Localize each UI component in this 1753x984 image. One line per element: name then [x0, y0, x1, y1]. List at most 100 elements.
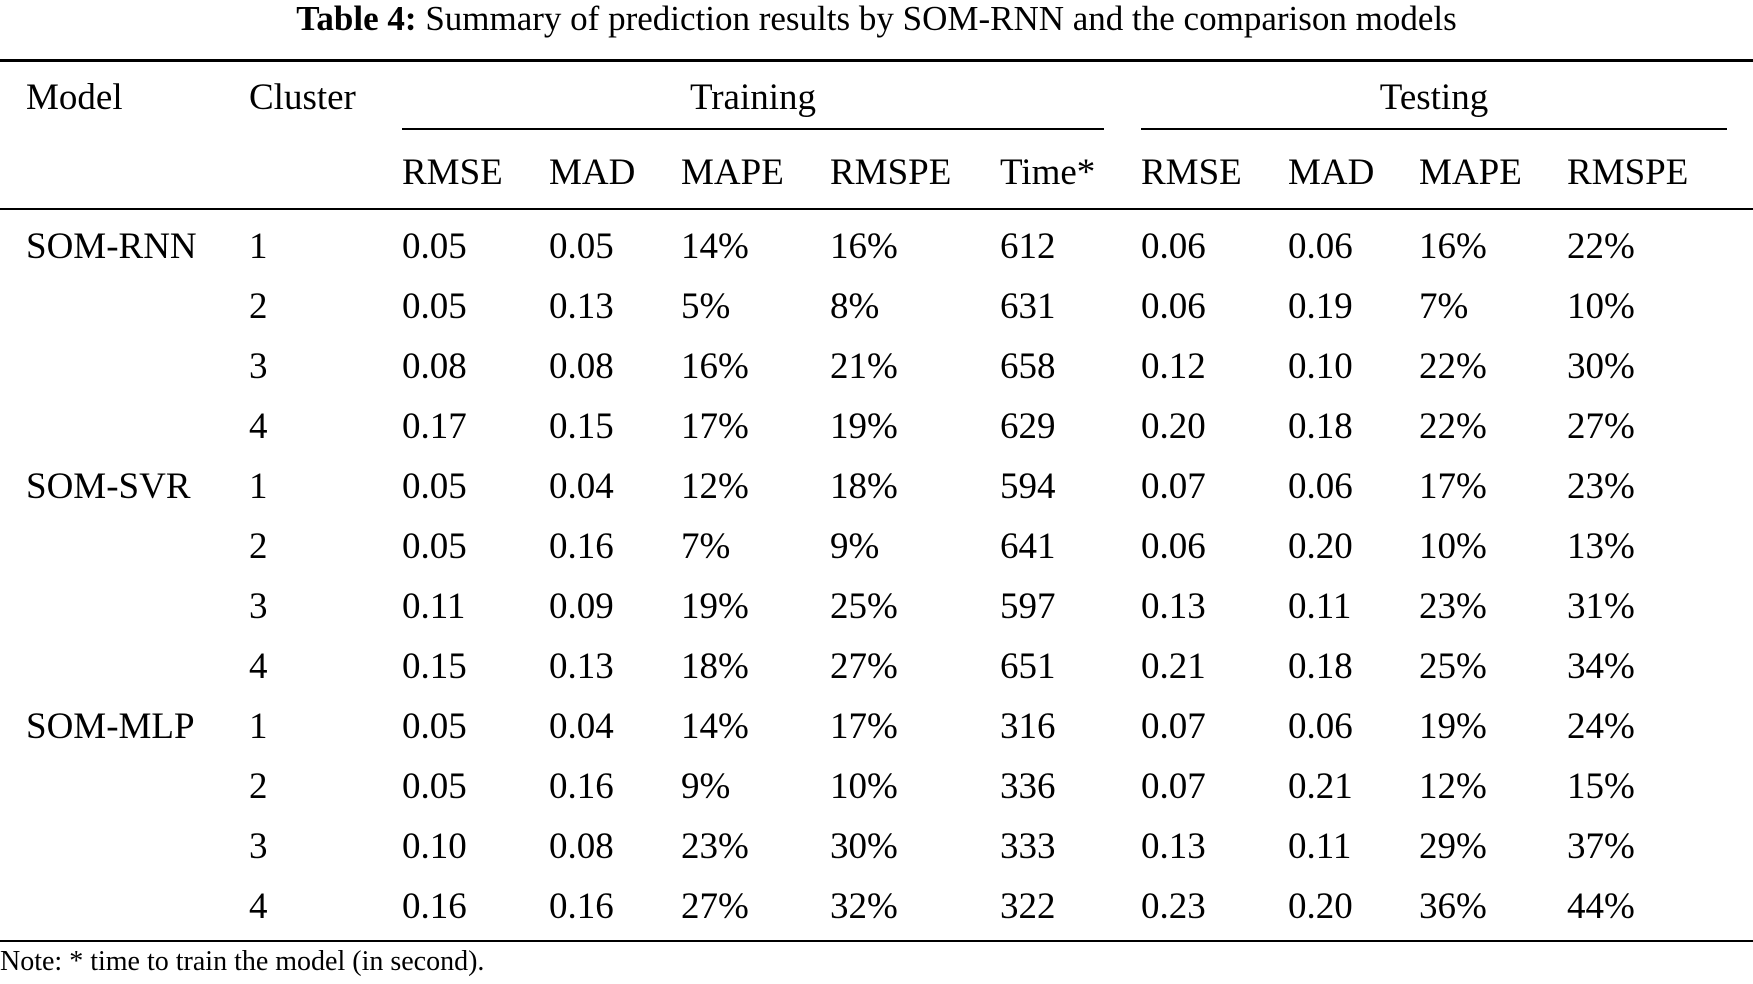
testing-underline: [1141, 128, 1727, 130]
testing-cell: 17%: [1419, 466, 1487, 507]
cluster-cell: 3: [249, 826, 268, 867]
training-cell: 0.16: [402, 886, 467, 927]
testing-cell: 0.07: [1141, 766, 1206, 807]
caption-label: Table 4:: [296, 0, 417, 38]
training-cell: 7%: [681, 526, 731, 567]
testing-cell: 10%: [1567, 286, 1635, 327]
testing-cell: 30%: [1567, 346, 1635, 387]
subheader-training-0: RMSE: [402, 152, 503, 193]
testing-cell: 0.11: [1288, 586, 1352, 627]
training-cell: 336: [1000, 766, 1056, 807]
testing-cell: 24%: [1567, 706, 1635, 747]
testing-cell: 0.18: [1288, 646, 1353, 687]
training-cell: 19%: [681, 586, 749, 627]
testing-cell: 0.13: [1141, 586, 1206, 627]
subheader-training-1: MAD: [549, 152, 636, 193]
testing-cell: 0.21: [1288, 766, 1353, 807]
testing-cell: 44%: [1567, 886, 1635, 927]
testing-cell: 31%: [1567, 586, 1635, 627]
top-rule: [0, 59, 1753, 62]
testing-cell: 0.19: [1288, 286, 1353, 327]
testing-cell: 23%: [1567, 466, 1635, 507]
training-cell: 0.04: [549, 706, 614, 747]
training-cell: 17%: [681, 406, 749, 447]
training-cell: 32%: [830, 886, 898, 927]
cluster-cell: 1: [249, 226, 268, 267]
training-cell: 0.17: [402, 406, 467, 447]
subheader-testing-3: RMSPE: [1567, 152, 1689, 193]
training-cell: 10%: [830, 766, 898, 807]
testing-cell: 34%: [1567, 646, 1635, 687]
testing-cell: 0.06: [1288, 226, 1353, 267]
training-cell: 19%: [830, 406, 898, 447]
testing-cell: 0.10: [1288, 346, 1353, 387]
testing-cell: 22%: [1567, 226, 1635, 267]
cluster-cell: 1: [249, 706, 268, 747]
cluster-cell: 2: [249, 526, 268, 567]
testing-cell: 0.11: [1288, 826, 1352, 867]
cluster-cell: 1: [249, 466, 268, 507]
training-cell: 23%: [681, 826, 749, 867]
training-cell: 0.05: [549, 226, 614, 267]
training-cell: 0.05: [402, 706, 467, 747]
testing-cell: 25%: [1419, 646, 1487, 687]
subheader-testing-1: MAD: [1288, 152, 1375, 193]
training-cell: 0.11: [402, 586, 466, 627]
testing-cell: 0.20: [1288, 886, 1353, 927]
training-cell: 17%: [830, 706, 898, 747]
training-cell: 0.15: [549, 406, 614, 447]
testing-cell: 0.06: [1141, 526, 1206, 567]
training-cell: 631: [1000, 286, 1056, 327]
testing-cell: 0.20: [1288, 526, 1353, 567]
header-model: Model: [26, 77, 123, 118]
training-cell: 18%: [681, 646, 749, 687]
training-cell: 0.08: [549, 826, 614, 867]
header-cluster: Cluster: [249, 77, 356, 118]
training-cell: 612: [1000, 226, 1056, 267]
testing-cell: 0.18: [1288, 406, 1353, 447]
testing-cell: 22%: [1419, 346, 1487, 387]
testing-cell: 15%: [1567, 766, 1635, 807]
testing-cell: 0.23: [1141, 886, 1206, 927]
cluster-cell: 4: [249, 646, 268, 687]
training-cell: 0.16: [549, 886, 614, 927]
caption-text: Summary of prediction results by SOM-RNN…: [425, 0, 1457, 38]
training-cell: 0.13: [549, 286, 614, 327]
training-cell: 14%: [681, 226, 749, 267]
training-cell: 0.04: [549, 466, 614, 507]
testing-cell: 0.20: [1141, 406, 1206, 447]
testing-cell: 29%: [1419, 826, 1487, 867]
training-cell: 12%: [681, 466, 749, 507]
testing-cell: 0.06: [1288, 706, 1353, 747]
training-cell: 0.16: [549, 526, 614, 567]
training-cell: 322: [1000, 886, 1056, 927]
training-cell: 651: [1000, 646, 1056, 687]
training-cell: 0.05: [402, 466, 467, 507]
training-cell: 333: [1000, 826, 1056, 867]
training-cell: 0.05: [402, 526, 467, 567]
training-cell: 27%: [681, 886, 749, 927]
model-name: SOM-MLP: [26, 706, 195, 747]
training-cell: 9%: [830, 526, 880, 567]
training-cell: 0.16: [549, 766, 614, 807]
subheader-training-2: MAPE: [681, 152, 784, 193]
testing-cell: 0.07: [1141, 466, 1206, 507]
training-cell: 0.08: [402, 346, 467, 387]
training-cell: 5%: [681, 286, 731, 327]
training-cell: 14%: [681, 706, 749, 747]
testing-cell: 37%: [1567, 826, 1635, 867]
training-cell: 0.05: [402, 226, 467, 267]
cluster-cell: 3: [249, 346, 268, 387]
training-cell: 597: [1000, 586, 1056, 627]
subheader-training-4: Time*: [1000, 152, 1096, 193]
training-cell: 30%: [830, 826, 898, 867]
training-cell: 25%: [830, 586, 898, 627]
testing-cell: 22%: [1419, 406, 1487, 447]
testing-cell: 0.12: [1141, 346, 1206, 387]
subheader-testing-0: RMSE: [1141, 152, 1242, 193]
testing-cell: 16%: [1419, 226, 1487, 267]
testing-cell: 0.06: [1288, 466, 1353, 507]
training-cell: 0.13: [549, 646, 614, 687]
training-cell: 0.15: [402, 646, 467, 687]
training-cell: 0.10: [402, 826, 467, 867]
